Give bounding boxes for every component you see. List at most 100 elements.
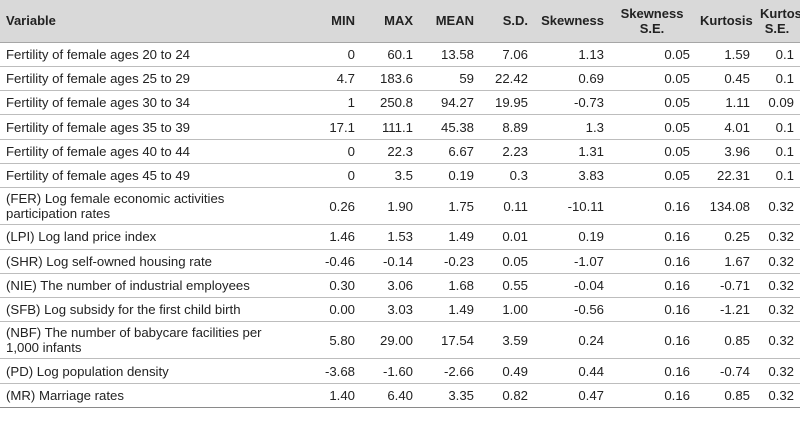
kurtosis-value: 1.59 bbox=[696, 42, 756, 67]
variable-name: (SFB) Log subsidy for the first child bi… bbox=[0, 297, 289, 323]
kurtosis-se-value: 0.32 bbox=[756, 358, 800, 384]
min-value: 4.7 bbox=[289, 66, 361, 92]
sd-value: 7.06 bbox=[480, 42, 534, 67]
kurtosis-value: -0.71 bbox=[696, 273, 756, 299]
skewness-se-value: 0.16 bbox=[610, 187, 696, 226]
variable-name: (NIE) The number of industrial employees bbox=[0, 273, 289, 299]
mean-value: 45.38 bbox=[419, 114, 480, 140]
sd-value: 3.59 bbox=[480, 321, 534, 360]
sd-value: 8.89 bbox=[480, 114, 534, 140]
skewness-se-value: 0.16 bbox=[610, 321, 696, 360]
variable-name: (LPI) Log land price index bbox=[0, 224, 289, 250]
skewness-se-value: 0.16 bbox=[610, 249, 696, 274]
table-row: (NBF) The number of babycare facilities … bbox=[0, 321, 800, 360]
kurtosis-value: 1.11 bbox=[696, 90, 756, 116]
kurtosis-value: 22.31 bbox=[696, 163, 756, 189]
kurtosis-se-value: 0.32 bbox=[756, 187, 800, 226]
skewness-se-value: 0.05 bbox=[610, 66, 696, 92]
kurtosis-value: 0.85 bbox=[696, 383, 756, 409]
variable-name: Fertility of female ages 20 to 24 bbox=[0, 42, 289, 67]
kurtosis-value: -1.21 bbox=[696, 297, 756, 323]
mean-value: 13.58 bbox=[419, 42, 480, 67]
skewness-se-value: 0.16 bbox=[610, 224, 696, 250]
skewness-value: 3.83 bbox=[534, 163, 610, 189]
skewness-value: 1.31 bbox=[534, 139, 610, 164]
mean-value: 1.75 bbox=[419, 187, 480, 226]
header-skewness-se: Skewness S.E. bbox=[610, 0, 696, 43]
mean-value: 6.67 bbox=[419, 139, 480, 164]
sd-value: 2.23 bbox=[480, 139, 534, 164]
max-value: 3.5 bbox=[361, 163, 419, 189]
skewness-se-value: 0.16 bbox=[610, 297, 696, 323]
header-kurtosis-se: Kurtosis S.E. bbox=[756, 0, 800, 43]
table-row: (MR) Marriage rates 1.40 6.40 3.35 0.82 … bbox=[0, 383, 800, 409]
min-value: 5.80 bbox=[289, 321, 361, 360]
kurtosis-value: 3.96 bbox=[696, 139, 756, 164]
kurtosis-se-value: 0.09 bbox=[756, 90, 800, 116]
max-value: 22.3 bbox=[361, 139, 419, 164]
header-row: Variable MIN MAX MEAN S.D. Skewness Skew… bbox=[0, 0, 800, 43]
skewness-value: -10.11 bbox=[534, 187, 610, 226]
min-value: 1.46 bbox=[289, 224, 361, 250]
table-row: Fertility of female ages 25 to 29 4.7 18… bbox=[0, 66, 800, 92]
skewness-value: 1.13 bbox=[534, 42, 610, 67]
max-value: 183.6 bbox=[361, 66, 419, 92]
kurtosis-se-value: 0.32 bbox=[756, 383, 800, 409]
kurtosis-se-value: 0.1 bbox=[756, 66, 800, 92]
table-row: Fertility of female ages 20 to 24 0 60.1… bbox=[0, 42, 800, 67]
min-value: 0 bbox=[289, 139, 361, 164]
sd-value: 0.49 bbox=[480, 358, 534, 384]
table-row: (SHR) Log self-owned housing rate -0.46 … bbox=[0, 249, 800, 274]
descriptive-statistics-table: Variable MIN MAX MEAN S.D. Skewness Skew… bbox=[0, 0, 800, 409]
header-max: MAX bbox=[361, 0, 419, 43]
table-row: Fertility of female ages 30 to 34 1 250.… bbox=[0, 90, 800, 116]
skewness-value: -1.07 bbox=[534, 249, 610, 274]
max-value: 111.1 bbox=[361, 114, 419, 140]
skewness-value: -0.04 bbox=[534, 273, 610, 299]
min-value: -0.46 bbox=[289, 249, 361, 274]
sd-value: 1.00 bbox=[480, 297, 534, 323]
mean-value: 59 bbox=[419, 66, 480, 92]
skewness-se-value: 0.05 bbox=[610, 139, 696, 164]
kurtosis-value: 1.67 bbox=[696, 249, 756, 274]
table-row: Fertility of female ages 40 to 44 0 22.3… bbox=[0, 139, 800, 164]
min-value: 0.00 bbox=[289, 297, 361, 323]
max-value: 60.1 bbox=[361, 42, 419, 67]
max-value: 6.40 bbox=[361, 383, 419, 409]
kurtosis-value: 0.45 bbox=[696, 66, 756, 92]
variable-name: Fertility of female ages 30 to 34 bbox=[0, 90, 289, 116]
header-sd: S.D. bbox=[480, 0, 534, 43]
variable-name: (FER) Log female economic activities par… bbox=[0, 187, 289, 226]
kurtosis-se-value: 0.32 bbox=[756, 297, 800, 323]
skewness-value: -0.56 bbox=[534, 297, 610, 323]
table-row: Fertility of female ages 35 to 39 17.1 1… bbox=[0, 114, 800, 140]
mean-value: 3.35 bbox=[419, 383, 480, 409]
variable-name: (PD) Log population density bbox=[0, 358, 289, 384]
kurtosis-se-value: 0.1 bbox=[756, 114, 800, 140]
sd-value: 0.11 bbox=[480, 187, 534, 226]
sd-value: 0.01 bbox=[480, 224, 534, 250]
kurtosis-se-value: 0.1 bbox=[756, 42, 800, 67]
mean-value: -0.23 bbox=[419, 249, 480, 274]
mean-value: 1.68 bbox=[419, 273, 480, 299]
sd-value: 0.55 bbox=[480, 273, 534, 299]
sd-value: 0.3 bbox=[480, 163, 534, 189]
skewness-value: 0.69 bbox=[534, 66, 610, 92]
skewness-se-value: 0.16 bbox=[610, 383, 696, 409]
variable-name: Fertility of female ages 25 to 29 bbox=[0, 66, 289, 92]
min-value: 0 bbox=[289, 163, 361, 189]
sd-value: 19.95 bbox=[480, 90, 534, 116]
kurtosis-se-value: 0.1 bbox=[756, 163, 800, 189]
header-mean: MEAN bbox=[419, 0, 480, 43]
skewness-value: 1.3 bbox=[534, 114, 610, 140]
header-variable: Variable bbox=[0, 0, 289, 43]
max-value: 250.8 bbox=[361, 90, 419, 116]
skewness-value: 0.24 bbox=[534, 321, 610, 360]
header-min: MIN bbox=[289, 0, 361, 43]
mean-value: -2.66 bbox=[419, 358, 480, 384]
skewness-se-value: 0.16 bbox=[610, 358, 696, 384]
kurtosis-se-value: 0.32 bbox=[756, 249, 800, 274]
kurtosis-se-value: 0.32 bbox=[756, 224, 800, 250]
variable-name: Fertility of female ages 35 to 39 bbox=[0, 114, 289, 140]
skewness-value: -0.73 bbox=[534, 90, 610, 116]
